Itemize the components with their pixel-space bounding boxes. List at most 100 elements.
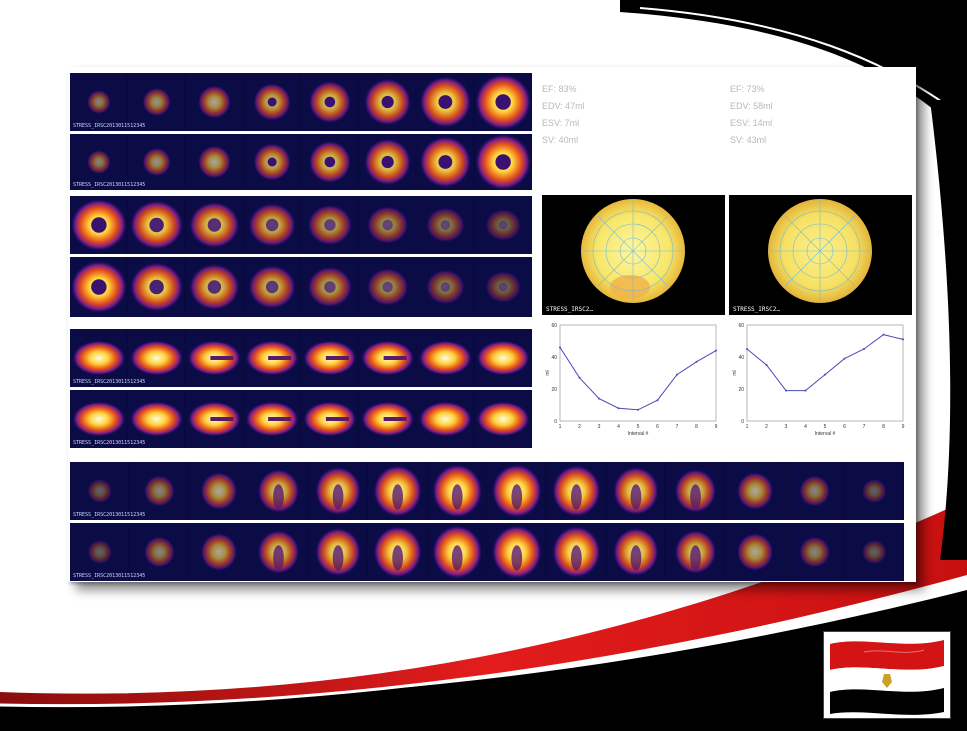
x-tick-label: 1 [746,424,749,430]
scan-frame [189,462,248,520]
x-tick-label: 8 [882,424,885,430]
scan-strip-1: STRESS_IRSC2013011512345 [70,73,532,131]
data-point [637,408,639,411]
strip-caption: STRESS_IRSC2013011512345 [73,440,146,446]
data-point [843,357,846,360]
scan-frame [606,462,665,520]
stat-ef: EF: 73% [730,84,765,94]
scan-frame [416,134,474,190]
x-tick-label: 7 [863,424,866,430]
x-tick-label: 3 [598,424,601,430]
scan-frame [301,196,358,254]
scan-frame [189,523,248,581]
stat-esv: ESV: 14ml [730,118,773,128]
stat-sv: SV: 40ml [542,135,579,145]
scan-frame [127,73,185,131]
scan-frame [301,73,358,131]
strip-caption: STRESS_IRSC2013011512345 [73,379,146,385]
scan-frame [185,390,243,448]
stat-sv: SV: 43ml [730,135,767,145]
strip-caption: STRESS_IRSC2013011512345 [73,573,146,579]
x-tick-label: 1 [559,424,562,430]
y-tick-label: 20 [738,387,744,393]
strip-caption: STRESS_IRSC2013011512345 [73,512,146,518]
scan-frame [358,73,416,131]
scan-frame [784,523,844,581]
scan-frame [243,196,300,254]
scan-frame [308,523,367,581]
x-tick-label: 4 [804,424,807,430]
scan-frame [416,257,474,317]
scan-frame [70,257,127,317]
scan-frame [243,73,300,131]
strip-caption: STRESS_IRSC2013011512345 [73,182,146,188]
y-axis-label: ml [732,370,738,375]
x-tick-label: 5 [637,424,640,430]
scan-frame [416,329,474,387]
scan-frame [725,523,784,581]
volume-graph-right: 0 20 40 60 1 2 3 4 5 6 7 8 9 Interval # ml [729,319,909,437]
x-tick-label: 6 [656,424,659,430]
scan-strip-4 [70,257,532,317]
egypt-flag-icon [830,640,944,715]
scan-frame [127,390,185,448]
data-point [695,360,698,363]
data-point [617,407,620,410]
stats-right: EF: 73% EDV: 58ml ESV: 14ml SV: 43ml [730,81,773,149]
y-tick-label: 60 [551,323,557,329]
top-black-swoosh [620,0,967,140]
scan-panel: STRESS_IRSC2013011512345 STRESS_IRSC2013… [68,67,916,582]
scan-frame [665,523,725,581]
scan-frame [70,134,127,190]
stat-edv: EDV: 47ml [542,101,585,111]
scan-frame [70,329,127,387]
data-point [746,348,748,350]
scan-frame [416,196,474,254]
scan-frame [474,257,531,317]
scan-frame [427,462,486,520]
polar-label: STRESS_IRSC2… [546,306,593,313]
scan-frame [185,134,243,190]
data-point [656,399,659,402]
x-tick-label: 4 [617,424,620,430]
scan-strip-3 [70,196,532,254]
scan-frame [127,134,185,190]
data-point [559,346,561,349]
stat-esv: ESV: 7ml [542,118,580,128]
scan-frame [367,523,427,581]
scan-frame [725,462,784,520]
scan-frame [546,523,606,581]
scan-frame [243,257,300,317]
polar-map-left: STRESS_IRSC2… [542,195,725,315]
scan-frame [358,390,416,448]
scan-frame [243,134,300,190]
stat-edv: EDV: 58ml [730,101,773,111]
scan-frame [427,523,486,581]
scan-frame [487,462,546,520]
scan-frame [844,523,903,581]
scan-frame [474,329,531,387]
stat-ef: EF: 83% [542,84,577,94]
scan-frame [358,134,416,190]
scan-frame [70,73,127,131]
x-tick-label: 9 [902,424,905,430]
y-tick-label: 40 [551,355,557,361]
data-point [804,389,807,392]
scan-frame [474,390,531,448]
x-tick-label: 6 [843,424,846,430]
scan-frame [474,73,532,131]
top-white-line [639,7,967,121]
volume-graph-left: 0 20 40 60 1 2 3 4 5 6 7 8 9 Interval # ml [542,319,722,437]
scan-frame [248,523,308,581]
x-tick-label: 5 [824,424,827,430]
y-tick-label: 40 [738,355,744,361]
scan-frame [243,329,300,387]
plot-area [559,324,717,422]
scan-frame [185,329,243,387]
data-point [902,338,904,341]
x-tick-label: 7 [676,424,679,430]
scan-frame [308,462,367,520]
y-tick-label: 20 [551,387,557,393]
